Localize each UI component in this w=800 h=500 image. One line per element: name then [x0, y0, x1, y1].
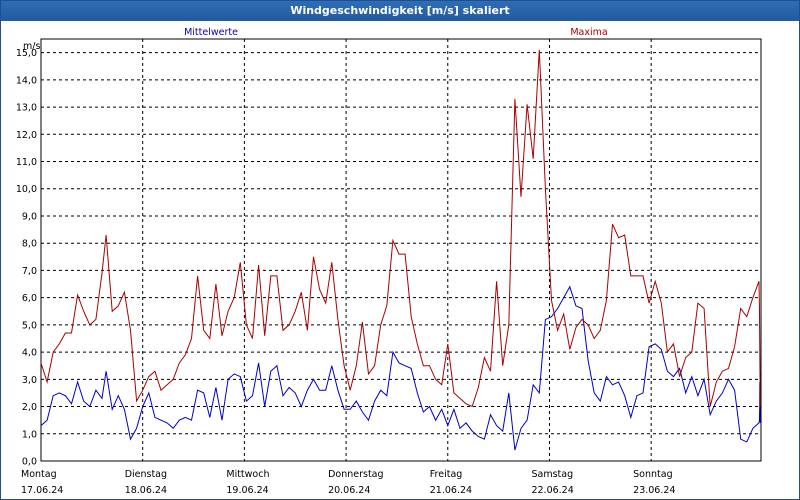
y-tick-label: 3,0: [22, 375, 37, 386]
series-line-maxima: [40, 49, 761, 408]
plot-area: [40, 38, 762, 462]
y-tick-label: 1,0: [22, 429, 37, 440]
y-tick-label: 5,0: [22, 320, 37, 331]
x-tick-date: 18.06.24: [125, 485, 167, 496]
y-tick-label: 13,0: [16, 103, 37, 114]
window-title: Windgeschwindigkeit [m/s] skaliert: [1, 1, 799, 21]
x-tick-day: Samstag: [531, 469, 573, 480]
y-tick-label: 7,0: [22, 266, 37, 277]
legend-mittelwerte: Mittelwerte: [184, 27, 238, 38]
x-tick-day: Montag: [21, 469, 57, 480]
x-tick-date: 20.06.24: [328, 485, 370, 496]
y-axis-label: m/s: [23, 41, 40, 52]
x-tick-date: 22.06.24: [531, 485, 573, 496]
y-tick-label: 2,0: [22, 402, 37, 413]
x-tick-date: 21.06.24: [430, 485, 472, 496]
x-tick-date: 17.06.24: [21, 485, 63, 496]
x-tick-day: Mittwoch: [226, 469, 269, 480]
x-tick-date: 23.06.24: [633, 485, 675, 496]
series-line-mittelwerte: [40, 285, 761, 451]
legend-maxima: Maxima: [570, 27, 607, 38]
x-tick-day: Sonntag: [633, 469, 672, 480]
y-tick-label: 6,0: [22, 293, 37, 304]
y-tick-label: 0,0: [22, 457, 37, 468]
y-tick-label: 11,0: [16, 157, 37, 168]
y-tick-label: 12,0: [16, 130, 37, 141]
y-tick-label: 8,0: [22, 239, 37, 250]
y-tick-label: 10,0: [16, 184, 37, 195]
y-tick-label: 14,0: [16, 75, 37, 86]
x-tick-day: Freitag: [430, 469, 463, 480]
y-tick-label: 4,0: [22, 348, 37, 359]
x-tick-date: 19.06.24: [226, 485, 268, 496]
x-tick-day: Donnerstag: [328, 469, 383, 480]
x-tick-day: Dienstag: [125, 469, 167, 480]
y-tick-label: 9,0: [22, 211, 37, 222]
y-tick-label: 15,0: [16, 48, 37, 59]
